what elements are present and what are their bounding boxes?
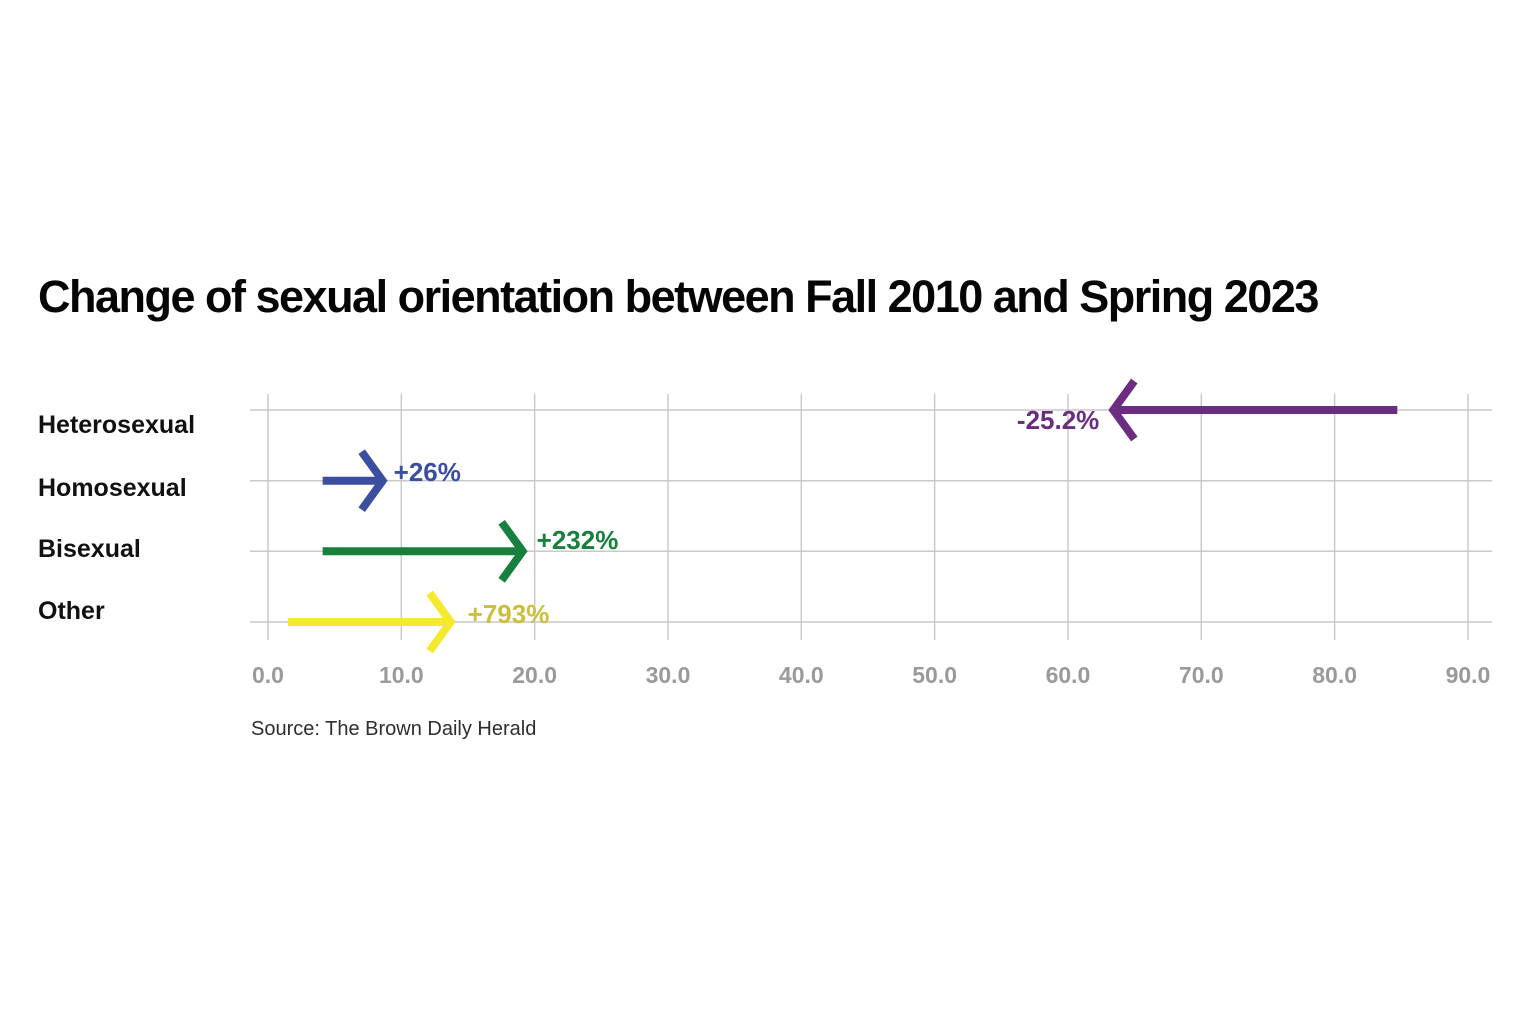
category-label-heterosexual: Heterosexual [38, 411, 196, 439]
arrow-head-heterosexual [1108, 378, 1138, 442]
chart-title: Change of sexual orientation between Fal… [38, 271, 1319, 322]
x-tick-label-40: 40.0 [778, 662, 824, 688]
category-label-homosexual: Homosexual [38, 474, 187, 502]
category-label-other: Other [38, 597, 105, 625]
x-tick-label-60: 60.0 [1045, 662, 1091, 688]
x-tick-label-30: 30.0 [645, 662, 691, 688]
x-tick-label-0: 0.0 [252, 662, 284, 688]
arrow-head-homosexual [358, 449, 388, 513]
arrow-head-bisexual [498, 519, 528, 583]
change-label-heterosexual: -25.2% [1016, 405, 1100, 435]
x-tick-label-50: 50.0 [912, 662, 958, 688]
x-tick-label-80: 80.0 [1312, 662, 1357, 688]
x-tick-label-20: 20.0 [512, 662, 558, 688]
change-label-homosexual: +26% [393, 457, 461, 487]
source-note: Source: The Brown Daily Herald [251, 718, 537, 740]
category-label-bisexual: Bisexual [38, 535, 141, 563]
x-tick-label-70: 70.0 [1178, 662, 1224, 688]
x-tick-label-90: 90.0 [1445, 662, 1491, 688]
x-tick-label-10: 10.0 [378, 662, 424, 688]
arrow-head-other [426, 590, 456, 654]
change-label-bisexual: +232% [536, 525, 619, 555]
change-label-other: +793% [467, 599, 550, 629]
